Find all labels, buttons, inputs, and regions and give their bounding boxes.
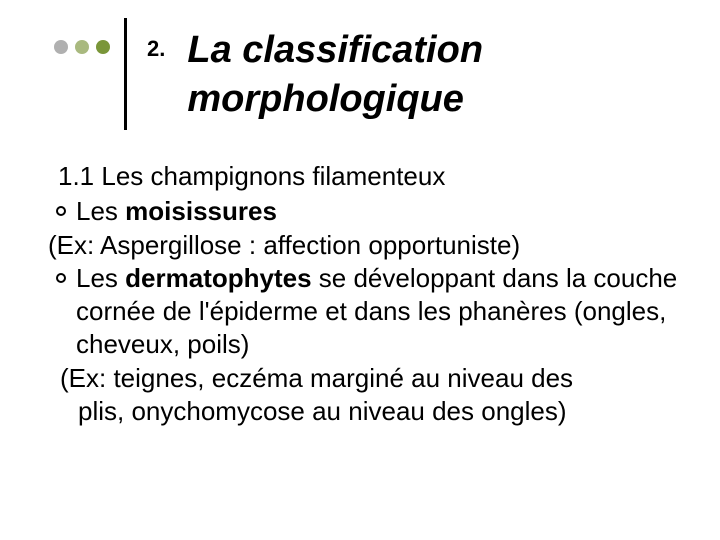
- title-text: La classification morphologique: [187, 26, 483, 123]
- dot-icon: [54, 40, 68, 54]
- title-line-2: morphologique: [187, 78, 464, 120]
- vertical-divider: [124, 18, 127, 130]
- text-bold: moisissures: [125, 196, 277, 226]
- slide: 2. La classification morphologique 1.1 L…: [0, 0, 720, 540]
- bullet-text: Les moisissures: [76, 195, 682, 228]
- dot-icon: [96, 40, 110, 54]
- slide-header: 2. La classification morphologique: [54, 18, 692, 130]
- bullet-icon: [56, 273, 66, 283]
- example-text: (Ex: teignes, eczéma marginé au niveau d…: [60, 362, 682, 395]
- title-block: 2. La classification morphologique: [147, 18, 483, 123]
- decorative-dots: [54, 40, 110, 54]
- text-bold: dermatophytes: [125, 263, 311, 293]
- bullet-icon: [56, 206, 66, 216]
- example-text: (Ex: Aspergillose : affection opportunis…: [48, 229, 682, 262]
- list-item: Les dermatophytes se développant dans la…: [56, 262, 682, 362]
- title-number: 2.: [147, 36, 165, 62]
- dot-icon: [75, 40, 89, 54]
- bullet-text: Les dermatophytes se développant dans la…: [76, 262, 682, 362]
- text: Les: [76, 196, 125, 226]
- example-text: plis, onychomycose au niveau des ongles): [78, 395, 682, 428]
- text: Les: [76, 263, 125, 293]
- subheading: 1.1 Les champignons filamenteux: [58, 160, 682, 193]
- list-item: Les moisissures: [56, 195, 682, 228]
- title-line-1: La classification: [187, 29, 483, 71]
- slide-body: 1.1 Les champignons filamenteux Les mois…: [48, 160, 682, 428]
